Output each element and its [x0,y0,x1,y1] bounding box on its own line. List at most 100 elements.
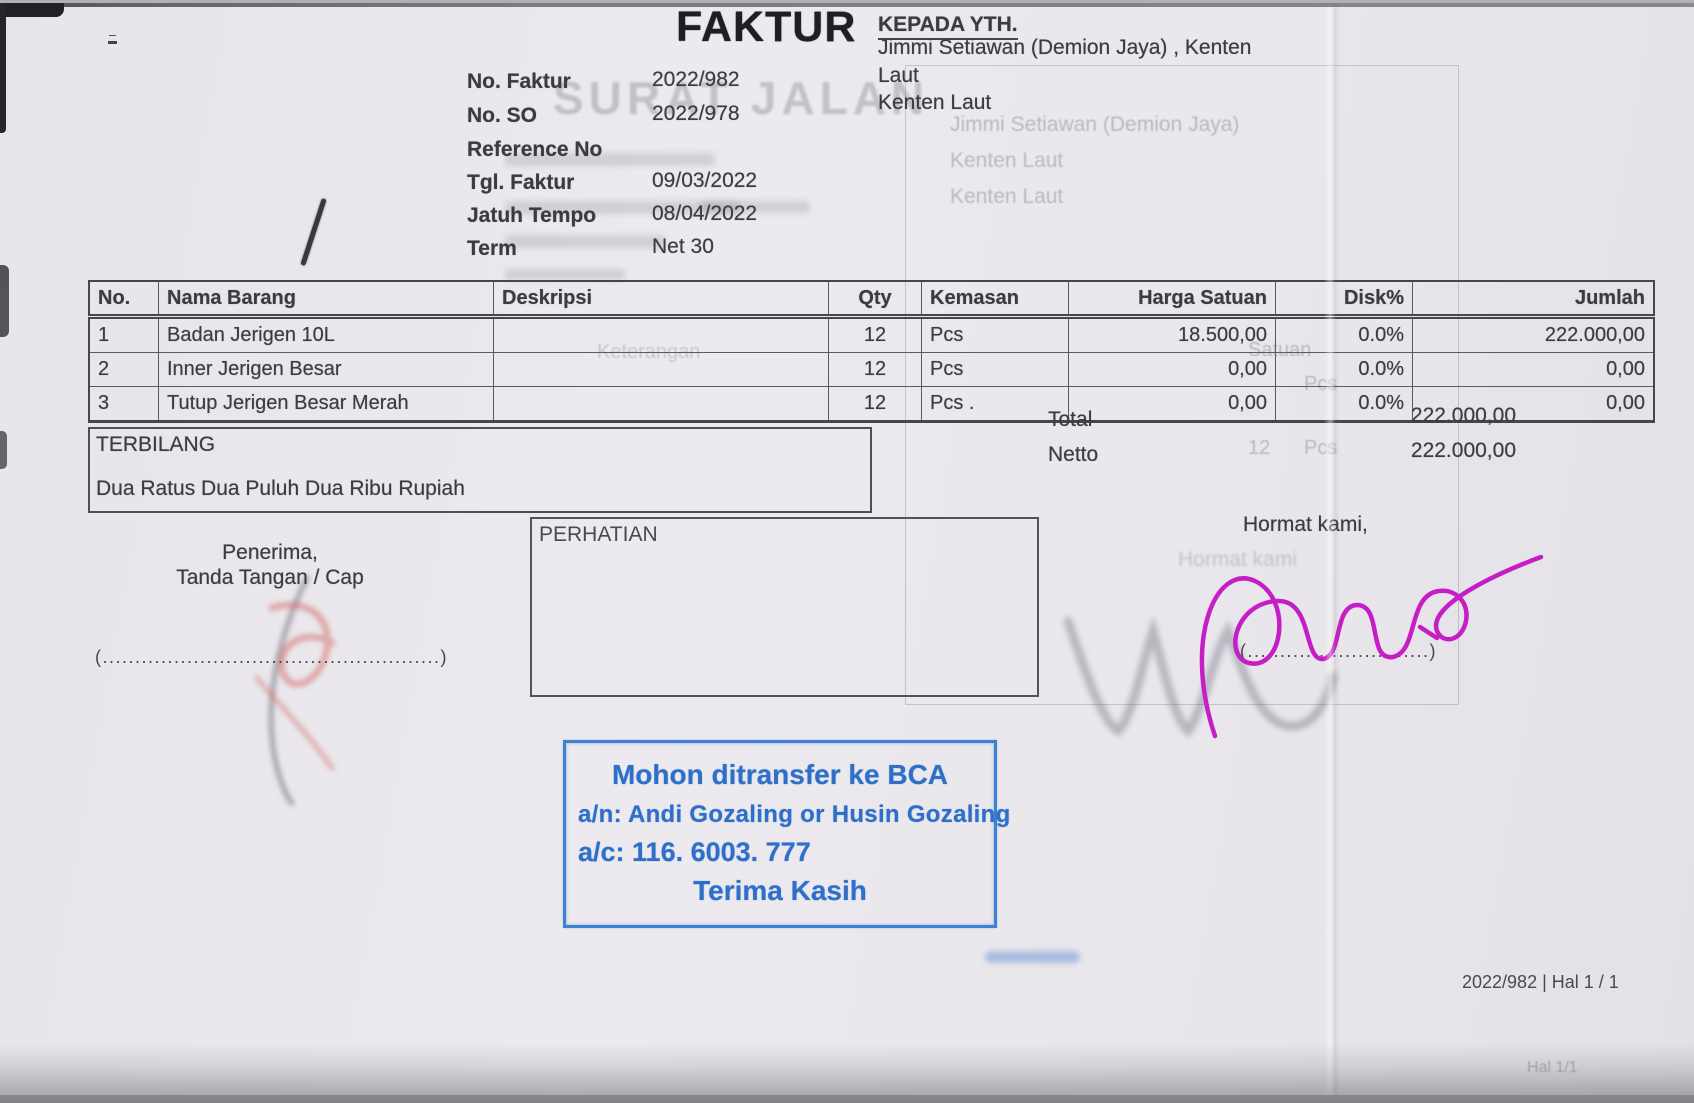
recipient-city: Kenten Laut [878,91,992,114]
sender-signature [1199,554,1544,739]
cell-nama: Tutup Jerigen Besar Merah [158,386,494,423]
ink-speck [108,41,117,44]
bank-transfer-stamp: Mohon ditransfer ke BCA a/n: Andi Gozali… [563,740,1010,928]
col-header-harga-satuan: Harga Satuan [1068,280,1276,319]
col-header-kemasan: Kemasan [921,280,1069,319]
cell-kemasan: Pcs . [921,386,1069,423]
table-row: 3 Tutup Jerigen Besar Merah 12 Pcs . 0,0… [88,386,1655,423]
meta-value-no-faktur: 2022/982 [652,68,740,91]
cell-desk [493,386,829,423]
scan-edge-mark [0,431,7,469]
stamp-line-transfer: Mohon ditransfer ke BCA [611,759,949,790]
scan-edge-top [0,3,1694,7]
cell-harga: 0,00 [1068,352,1276,387]
scan-corner-artifact [0,3,64,17]
ink-smear [985,951,1080,963]
page-number-info: 2022/982 | Hal 1 / 1 [1462,972,1619,992]
netto-label: Netto [1048,443,1099,466]
cell-no: 1 [88,316,159,353]
items-table: No. Nama Barang Deskripsi Qty Kemasan Ha… [88,280,1655,423]
col-header-nama-barang: Nama Barang [158,280,494,319]
ghost-smudge [700,201,810,213]
cell-jumlah: 222.000,00 [1412,316,1655,353]
col-header-deskripsi: Deskripsi [493,280,829,319]
cell-jumlah: 0,00 [1412,386,1655,423]
meta-value-tgl-faktur: 09/03/2022 [652,169,758,192]
cell-disk: 0.0% [1275,316,1413,353]
ghost-word-qty: 12 [1248,437,1271,459]
ghost-receiver-signature [254,575,336,806]
receiver-sign-subtitle: Tanda Tangan / Cap [176,566,364,589]
cell-no: 2 [88,352,159,387]
terbilang-amount-in-words: Dua Ratus Dua Puluh Dua Ribu Rupiah [96,477,465,500]
ghost-page-number: Hal 1/1 [1527,1059,1578,1076]
cell-nama: Inner Jerigen Besar [158,352,494,387]
meta-value-jatuh-tempo: 08/04/2022 [652,202,758,225]
table-row: 1 Badan Jerigen 10L 12 Pcs 18.500,00 0.0… [88,316,1655,353]
cell-kemasan: Pcs [921,352,1069,387]
stamp-line-account-number: a/c: 116. 6003. 777 [578,837,811,867]
terbilang-box: TERBILANG Dua Ratus Dua Puluh Dua Ribu R… [88,427,872,513]
recipient-address-line: Laut [878,64,919,87]
meta-label-jatuh-tempo: Jatuh Tempo [467,204,597,227]
col-header-jumlah: Jumlah [1412,280,1655,319]
table-row: 2 Inner Jerigen Besar 12 Pcs 0,00 0.0% 0… [88,352,1655,387]
terbilang-label: TERBILANG [96,433,216,456]
cell-nama: Badan Jerigen 10L [158,316,494,353]
total-label: Total [1048,408,1093,431]
meta-label-term: Term [467,237,517,260]
meta-value-no-so: 2022/978 [652,102,740,125]
sender-sign-title: Hormat kami, [1243,513,1368,536]
ghost-word-pcs: Pcs [1304,437,1338,459]
col-header-disk: Disk% [1275,280,1413,319]
meta-label-reference: Reference No [467,138,603,161]
cell-desk [493,352,829,387]
ghost-hormat-kami: Hormat kami [1178,548,1298,571]
staple-mark [300,197,327,267]
cell-disk: 0.0% [1275,386,1413,423]
meta-label-no-faktur: No. Faktur [467,70,571,93]
ghost-surat-jalan-title: SURAT JALAN [553,72,930,124]
cell-kemasan: Pcs [921,316,1069,353]
col-header-no: No. [88,280,159,319]
ghost-smudge [505,201,740,214]
cell-qty: 12 [828,316,922,353]
paper-crease [1324,3,1340,1095]
ghost-smudge [505,153,715,166]
ghost-smudge [505,269,625,280]
cell-qty: 12 [828,352,922,387]
meta-label-no-so: No. SO [467,104,538,127]
ghost-recipient-line: Jimmi Setiawan (Demion Jaya) [950,113,1240,136]
ghost-sender-signature [1063,615,1338,738]
receiver-sign-dotted-line: (.......................................… [95,647,449,667]
scan-shadow-bottom [0,1043,1694,1103]
cell-no: 3 [88,386,159,423]
col-header-qty: Qty [828,280,922,319]
cell-qty: 12 [828,386,922,423]
meta-value-term: Net 30 [652,235,714,258]
stamp-line-account-name: a/n: Andi Gozaling or Husin Gozaling [578,801,1011,828]
items-table-header: No. Nama Barang Deskripsi Qty Kemasan Ha… [88,280,1655,319]
recipient-name: Jimmi Setiawan (Demion Jaya) , Kenten [878,36,1252,59]
recipient-label: KEPADA YTH. [878,13,1018,40]
paper-sheet: SURAT JALAN Jimmi Setiawan (Demion Jaya)… [0,3,1694,1103]
cell-disk: 0.0% [1275,352,1413,387]
ghost-recipient-line: Kenten Laut [950,185,1064,208]
scan-edge-left [0,3,6,133]
scan-edge-mark [0,265,9,337]
stamp-line-thanks: Terima Kasih [693,875,867,906]
cell-jumlah: 0,00 [1412,352,1655,387]
cell-desk [493,316,829,353]
perhatian-box: PERHATIAN [530,517,1039,697]
total-value: 222.000,00 [1410,404,1516,427]
cell-harga: 0,00 [1068,386,1276,423]
document-title: FAKTUR [676,3,857,51]
perhatian-label: PERHATIAN [539,523,658,546]
netto-value: 222.000,00 [1410,439,1516,462]
cell-harga: 18.500,00 [1068,316,1276,353]
meta-label-tgl-faktur: Tgl. Faktur [467,171,575,194]
ghost-smudge [505,235,665,248]
ghost-recipient-line: Kenten Laut [950,149,1064,172]
receiver-sign-title: Penerima, [222,541,318,564]
